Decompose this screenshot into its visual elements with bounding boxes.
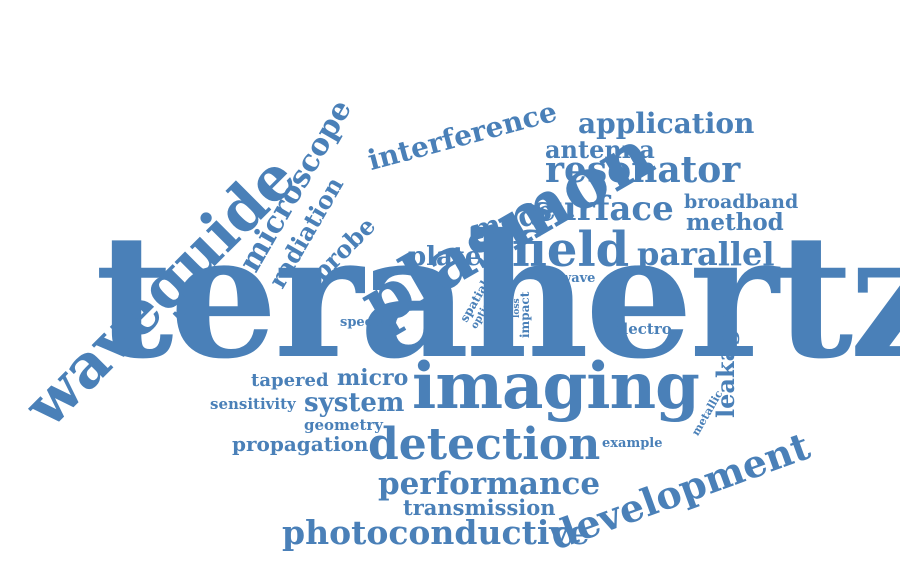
word-photoconductive: photoconductive: [282, 513, 590, 552]
word-electro: electro: [613, 320, 672, 338]
word-propagation: propagation: [232, 432, 369, 456]
word-performance: performance: [378, 466, 601, 502]
word-field: field: [512, 222, 630, 278]
word-system: system: [304, 388, 405, 418]
word-application: application: [578, 107, 755, 140]
word-geometry: geometry: [304, 416, 383, 434]
word-tapered: tapered: [251, 370, 329, 391]
word-interference: interference: [364, 94, 561, 177]
word-resonator: resonator: [545, 149, 741, 191]
word-broadband: broadband: [684, 191, 799, 213]
word-wave: wave: [560, 271, 596, 286]
word-parallel: parallel: [637, 235, 775, 273]
word-plate: plate: [408, 242, 482, 272]
word-terahertz: terahertz: [95, 197, 900, 397]
word-impact: impact: [518, 291, 532, 338]
word-specific: specific: [340, 315, 395, 330]
word-sensitivity: sensitivity: [210, 395, 296, 413]
word-detection: detection: [368, 419, 601, 470]
word-antenna: antenna: [545, 135, 655, 164]
word-surface: surface: [533, 189, 674, 229]
word-method: method: [686, 209, 784, 236]
word-imaging: imaging: [412, 349, 700, 424]
word-example: example: [602, 436, 663, 451]
word-micro: micro: [337, 365, 409, 391]
word-transmission: transmission: [403, 495, 556, 520]
